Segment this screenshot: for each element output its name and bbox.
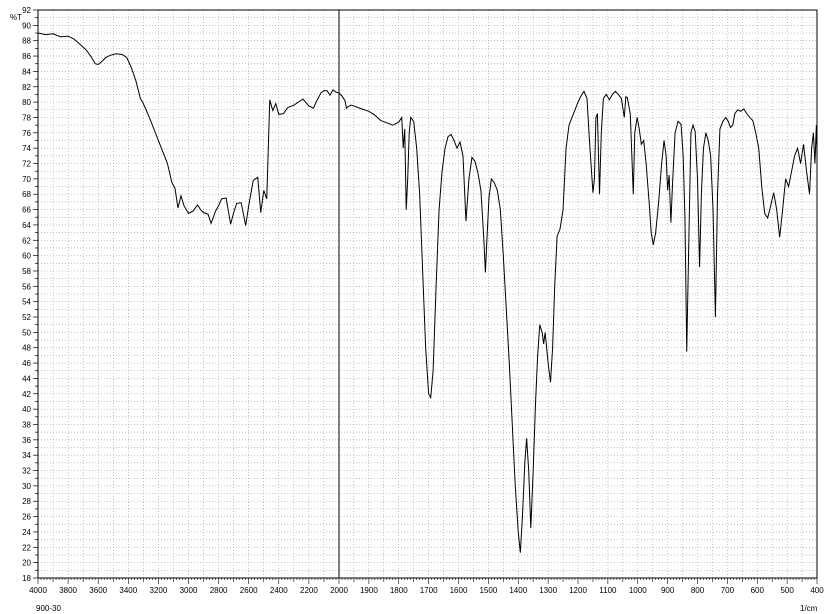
x-tick-label: 1500 [479, 586, 497, 595]
y-tick-label: 32 [22, 467, 31, 476]
y-tick-label: 80 [22, 98, 31, 107]
y-tick-label: 68 [22, 190, 31, 199]
y-tick-label: 74 [22, 144, 31, 153]
x-tick-label: 1900 [360, 586, 378, 595]
y-tick-label: 76 [22, 129, 31, 138]
x-tick-label: 500 [780, 586, 794, 595]
y-tick-label: 64 [22, 221, 31, 230]
y-tick-label: 44 [22, 374, 31, 383]
y-tick-label: 22 [22, 543, 31, 552]
y-tick-label: 42 [22, 390, 31, 399]
y-tick-label: 28 [22, 497, 31, 506]
sample-id-label: 900-30 [36, 604, 61, 613]
x-tick-label: 800 [691, 586, 705, 595]
x-tick-label: 3200 [150, 586, 168, 595]
y-tick-label: 52 [22, 313, 31, 322]
y-tick-label: 92 [22, 6, 31, 15]
x-tick-label: 3800 [59, 586, 77, 595]
x-tick-label: 2800 [210, 586, 228, 595]
x-tick-label: 400 [810, 586, 824, 595]
x-tick-label: 2000 [330, 586, 348, 595]
x-tick-label: 3400 [119, 586, 137, 595]
y-tick-label: 46 [22, 359, 31, 368]
y-tick-label: 70 [22, 175, 31, 184]
y-tick-label: 82 [22, 83, 31, 92]
x-tick-label: 900 [661, 586, 675, 595]
y-tick-label: 66 [22, 206, 31, 215]
y-tick-label: 84 [22, 67, 31, 76]
x-tick-label: 1300 [539, 586, 557, 595]
x-tick-label: 1400 [509, 586, 527, 595]
y-tick-label: 86 [22, 52, 31, 61]
x-tick-label: 3000 [180, 586, 198, 595]
x-tick-label: 2600 [240, 586, 258, 595]
x-tick-label: 1700 [420, 586, 438, 595]
y-tick-label: 72 [22, 160, 31, 169]
y-tick-label: 48 [22, 344, 31, 353]
y-tick-label: 62 [22, 236, 31, 245]
y-tick-label: 50 [22, 328, 31, 337]
y-tick-label: 88 [22, 37, 31, 46]
y-tick-label: 78 [22, 113, 31, 122]
y-tick-label: 56 [22, 282, 31, 291]
plot-frame [37, 9, 818, 579]
x-tick-label: 4000 [29, 586, 47, 595]
y-tick-label: 34 [22, 451, 31, 460]
y-tick-label: 20 [22, 559, 31, 568]
x-tick-label: 1800 [390, 586, 408, 595]
x-tick-label: 1600 [450, 586, 468, 595]
x-axis: 4000 3800 3600 3400 3200 3000 2800 2600 2400 2200… [29, 578, 824, 595]
x-axis-unit-label: 1/cm [800, 604, 818, 613]
y-tick-label: 18 [22, 574, 31, 583]
x-tick-label: 3600 [89, 586, 107, 595]
y-tick-label: 54 [22, 298, 31, 307]
spectrum-line [37, 32, 818, 553]
x-tick-label: 600 [751, 586, 765, 595]
y-tick-label: 40 [22, 405, 31, 414]
y-axis: 18 20 22 24 26 28 30 32 34 36 38 40 42 44 46 48 50 52 54 56… [22, 6, 38, 583]
x-tick-label: 2400 [270, 586, 288, 595]
y-tick-label: 38 [22, 420, 31, 429]
y-tick-label: 60 [22, 252, 31, 261]
y-tick-label: 30 [22, 482, 31, 491]
x-tick-label: 1200 [569, 586, 587, 595]
y-tick-label: 58 [22, 267, 31, 276]
minor-gridlines [37, 9, 818, 579]
y-tick-label: 90 [22, 21, 31, 30]
y-axis-unit-label: %T [10, 13, 22, 22]
x-tick-label: 1100 [599, 586, 617, 595]
y-tick-label: 24 [22, 528, 31, 537]
x-tick-label: 2200 [300, 586, 318, 595]
y-tick-label: 36 [22, 436, 31, 445]
x-tick-label: 700 [721, 586, 735, 595]
x-tick-label: 1000 [629, 586, 647, 595]
y-tick-label: 26 [22, 513, 31, 522]
